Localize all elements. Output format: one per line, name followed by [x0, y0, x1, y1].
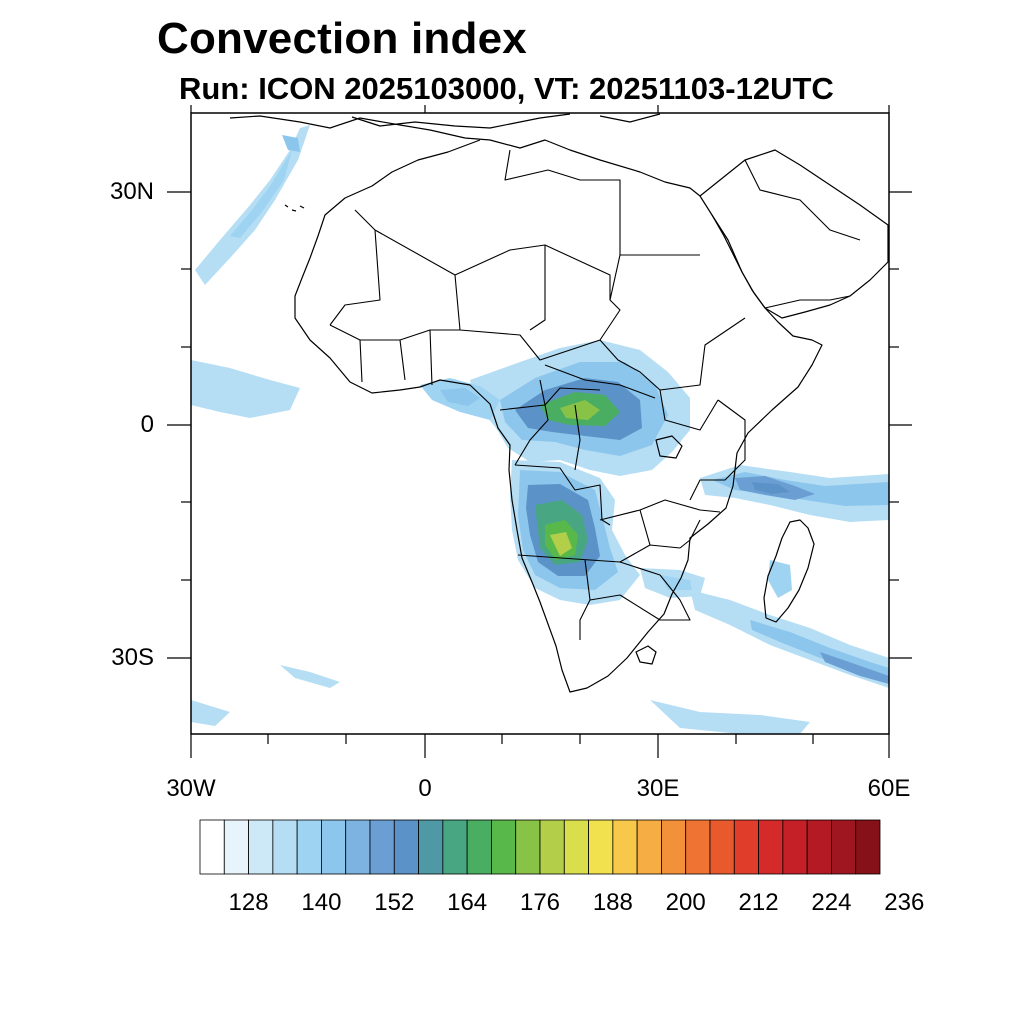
lat-label-30n: 30N [109, 178, 154, 205]
lon-label-0: 0 [418, 775, 432, 802]
colorbar-swatch-4 [296, 819, 322, 875]
north-atlantic-band-level-4 [230, 150, 292, 238]
colorbar-tick-label: 164 [447, 889, 488, 916]
colorbar-swatch-1 [223, 819, 249, 875]
madagascar-southeast-band [690, 590, 889, 688]
south-atlantic-band-level-3 [650, 700, 810, 734]
colorbar-tick-label: 140 [301, 889, 342, 916]
west-african-coast-band [191, 360, 500, 420]
lon-label-30e: 30E [636, 775, 680, 802]
central-africa-convection [470, 340, 690, 476]
south-atlantic-band [191, 665, 810, 734]
country-borders [329, 149, 861, 640]
colorbar-swatch-24 [782, 819, 808, 875]
mozambique-channel-band [640, 560, 792, 598]
colorbar-swatch-15 [563, 819, 589, 875]
lat-label-0: 0 [140, 411, 154, 438]
arabia-coastline [699, 149, 889, 319]
colorbar-tick-label: 176 [519, 889, 561, 916]
lat-label-30s: 30S [111, 644, 154, 671]
colorbar-swatch-7 [369, 819, 395, 875]
colorbar-swatch-0 [199, 819, 225, 875]
madagascar-coastline [763, 519, 815, 623]
chart-subtitle: Run: ICON 2025103000, VT: 20251103-12UTC [179, 71, 834, 106]
lon-label-60e: 60E [867, 775, 911, 802]
south-atlantic-band-level-3 [280, 665, 340, 688]
colorbar-swatch-14 [539, 819, 565, 875]
angola-zambia-convection-level-14 [550, 532, 572, 556]
colorbar-swatch-27 [855, 819, 881, 875]
colorbar-swatch-10 [442, 819, 468, 875]
lon-label-30w: 30W [166, 775, 216, 802]
colorbar-tick-label: 224 [811, 889, 852, 916]
colorbar-swatch-25 [806, 819, 832, 875]
north-atlantic-band-level-3 [195, 125, 310, 285]
plot-frame [190, 112, 890, 735]
north-atlantic-band [195, 125, 310, 285]
colorbar-tick-label: 236 [884, 889, 925, 916]
angola-zambia-convection [510, 460, 640, 605]
colorbar-tick-label: 212 [738, 889, 779, 916]
central-africa-convection-level-13 [560, 400, 600, 420]
colorbar-tick-label: 152 [374, 889, 415, 916]
colorbar-swatch-13 [515, 819, 541, 875]
africa-coastline [229, 115, 823, 693]
chart-title: Convection index [157, 14, 527, 63]
colorbar-swatch-11 [466, 819, 492, 875]
colorbar [199, 819, 881, 875]
colorbar-tick-label: 188 [592, 889, 633, 916]
colorbar-swatch-20 [685, 819, 711, 875]
colorbar-swatch-19 [661, 819, 687, 875]
axis-ticks [167, 105, 912, 758]
colorbar-swatch-8 [393, 819, 419, 875]
colorbar-swatch-12 [491, 819, 517, 875]
mozambique-channel-band-level-4 [768, 560, 792, 598]
coastlines-borders [229, 113, 889, 693]
mozambique-channel-band-level-4 [660, 575, 692, 590]
south-atlantic-band-level-3 [191, 700, 230, 726]
canary-islands [284, 204, 305, 212]
colorbar-swatch-6 [345, 819, 371, 875]
colorbar-swatch-22 [733, 819, 759, 875]
colorbar-swatch-9 [418, 819, 444, 875]
lesotho-border [635, 645, 657, 665]
colorbar-swatch-26 [831, 819, 857, 875]
colorbar-swatch-3 [272, 819, 298, 875]
west-african-coast-band-level-5 [440, 388, 480, 406]
colorbar-swatch-21 [709, 819, 735, 875]
indian-ocean-band [700, 465, 889, 522]
colorbar-swatch-23 [758, 819, 784, 875]
indian-ocean-band-level-8 [752, 482, 790, 494]
lake-victoria [655, 435, 683, 459]
colorbar-tick-label: 200 [665, 889, 706, 916]
colorbar-swatch-17 [612, 819, 638, 875]
madagascar-southeast-band-level-7 [820, 652, 889, 684]
europe-coastline [351, 113, 661, 129]
colorbar-swatch-5 [321, 819, 347, 875]
colorbar-swatch-2 [248, 819, 274, 875]
colorbar-swatch-18 [636, 819, 662, 875]
west-african-coast-band-level-3 [191, 360, 300, 418]
colorbar-swatch-16 [588, 819, 614, 875]
colorbar-tick-label: 128 [228, 889, 269, 916]
north-atlantic-band-level-5 [282, 135, 300, 152]
